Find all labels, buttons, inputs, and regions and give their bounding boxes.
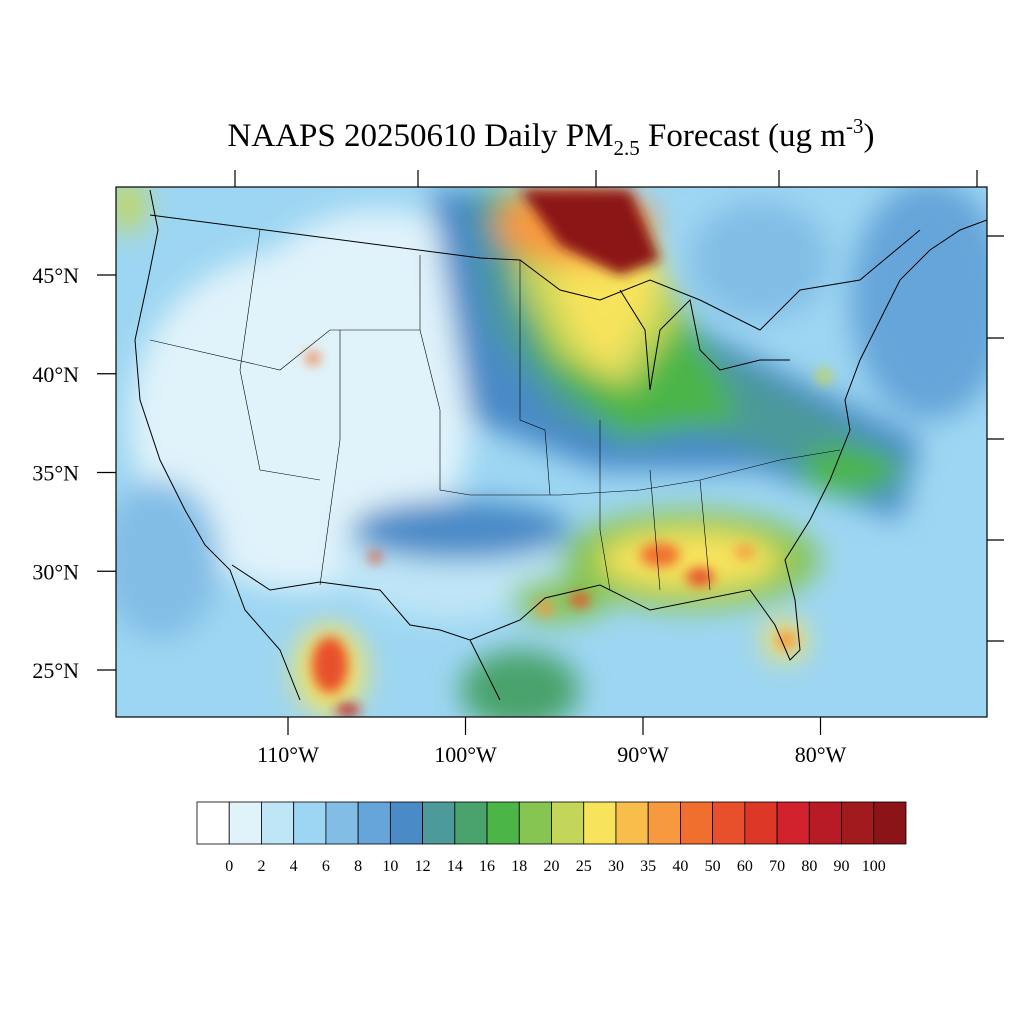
colorbar-label: 35 [640, 858, 656, 875]
colorbar-label: 30 [608, 858, 624, 875]
colorbar-box [486, 801, 520, 845]
colorbar-box [551, 801, 585, 845]
boundaries [134, 189, 987, 701]
colorbar-label: 90 [834, 858, 850, 875]
title-middle: Forecast (ug m [640, 118, 847, 154]
colorbar-box [808, 801, 842, 845]
colorbar-box [583, 801, 617, 845]
lat-label: 30°N [32, 559, 79, 584]
colorbar-box [776, 801, 810, 845]
colorbar-box [196, 801, 230, 845]
colorbar-label: 80 [801, 858, 817, 875]
colorbar-box [228, 801, 262, 845]
hotspots [306, 190, 832, 716]
lon-label: 90°W [617, 742, 669, 767]
colorbar-label: 40 [672, 858, 688, 875]
colorbar-label: 18 [511, 858, 527, 875]
axes: 45°N 40°N 35°N 30°N 25°N 110°W 100°W 90°W 80°W [32, 263, 846, 767]
colorbar-label: 12 [415, 858, 431, 875]
lon-label: 80°W [795, 742, 847, 767]
colorbar-box [873, 801, 907, 845]
colorbar-box [615, 801, 649, 845]
colorbar-box [680, 801, 714, 845]
colorbar-box [744, 801, 778, 845]
colorbar-label: 6 [322, 858, 330, 875]
colorbar-box [647, 801, 681, 845]
colorbar-label: 0 [225, 858, 233, 875]
title-main: NAAPS 20250610 Daily PM [228, 118, 614, 154]
colorbar-label: 16 [479, 858, 495, 875]
colorbar-box [357, 801, 391, 845]
lat-label: 25°N [32, 658, 79, 683]
colorbar-box [454, 801, 488, 845]
colorbar-box [712, 801, 746, 845]
colorbar-label: 4 [290, 858, 298, 875]
colorbar-box [325, 801, 359, 845]
graticule-ticks [234, 170, 1004, 642]
colorbar-label: 100 [862, 858, 886, 875]
colorbar-box [841, 801, 875, 845]
colorbar-label: 10 [382, 858, 398, 875]
colorbar-label: 2 [257, 858, 265, 875]
colorbar-label: 20 [544, 858, 560, 875]
lat-label: 35°N [32, 461, 79, 486]
colorbar-label: 70 [769, 858, 785, 875]
colorbar-label: 60 [737, 858, 753, 875]
colorbar-label: 50 [705, 858, 721, 875]
title-end: ) [863, 118, 874, 154]
colorbar-box [389, 801, 423, 845]
title-superscript: -3 [846, 114, 864, 138]
colorbar-label: 8 [354, 858, 362, 875]
map-frame [115, 186, 988, 718]
colorbar-box [293, 801, 327, 845]
lon-label: 100°W [434, 742, 497, 767]
pm-field [116, 187, 987, 717]
lat-label: 40°N [32, 362, 79, 387]
colorbar-label: 25 [576, 858, 592, 875]
colorbar: 0 2 4 6 8 10 12 14 16 18 20 25 30 35 40 50 60 70 80 90 100 [196, 801, 907, 875]
lon-label: 110°W [257, 742, 319, 767]
colorbar-box [422, 801, 456, 845]
title-subscript: 2.5 [614, 136, 640, 160]
colorbar-label: 14 [447, 858, 463, 875]
map-title: NAAPS 20250610 Daily PM2.5 Forecast (ug … [228, 114, 875, 160]
colorbar-box [518, 801, 552, 845]
lat-label: 45°N [32, 263, 79, 288]
colorbar-box [261, 801, 295, 845]
